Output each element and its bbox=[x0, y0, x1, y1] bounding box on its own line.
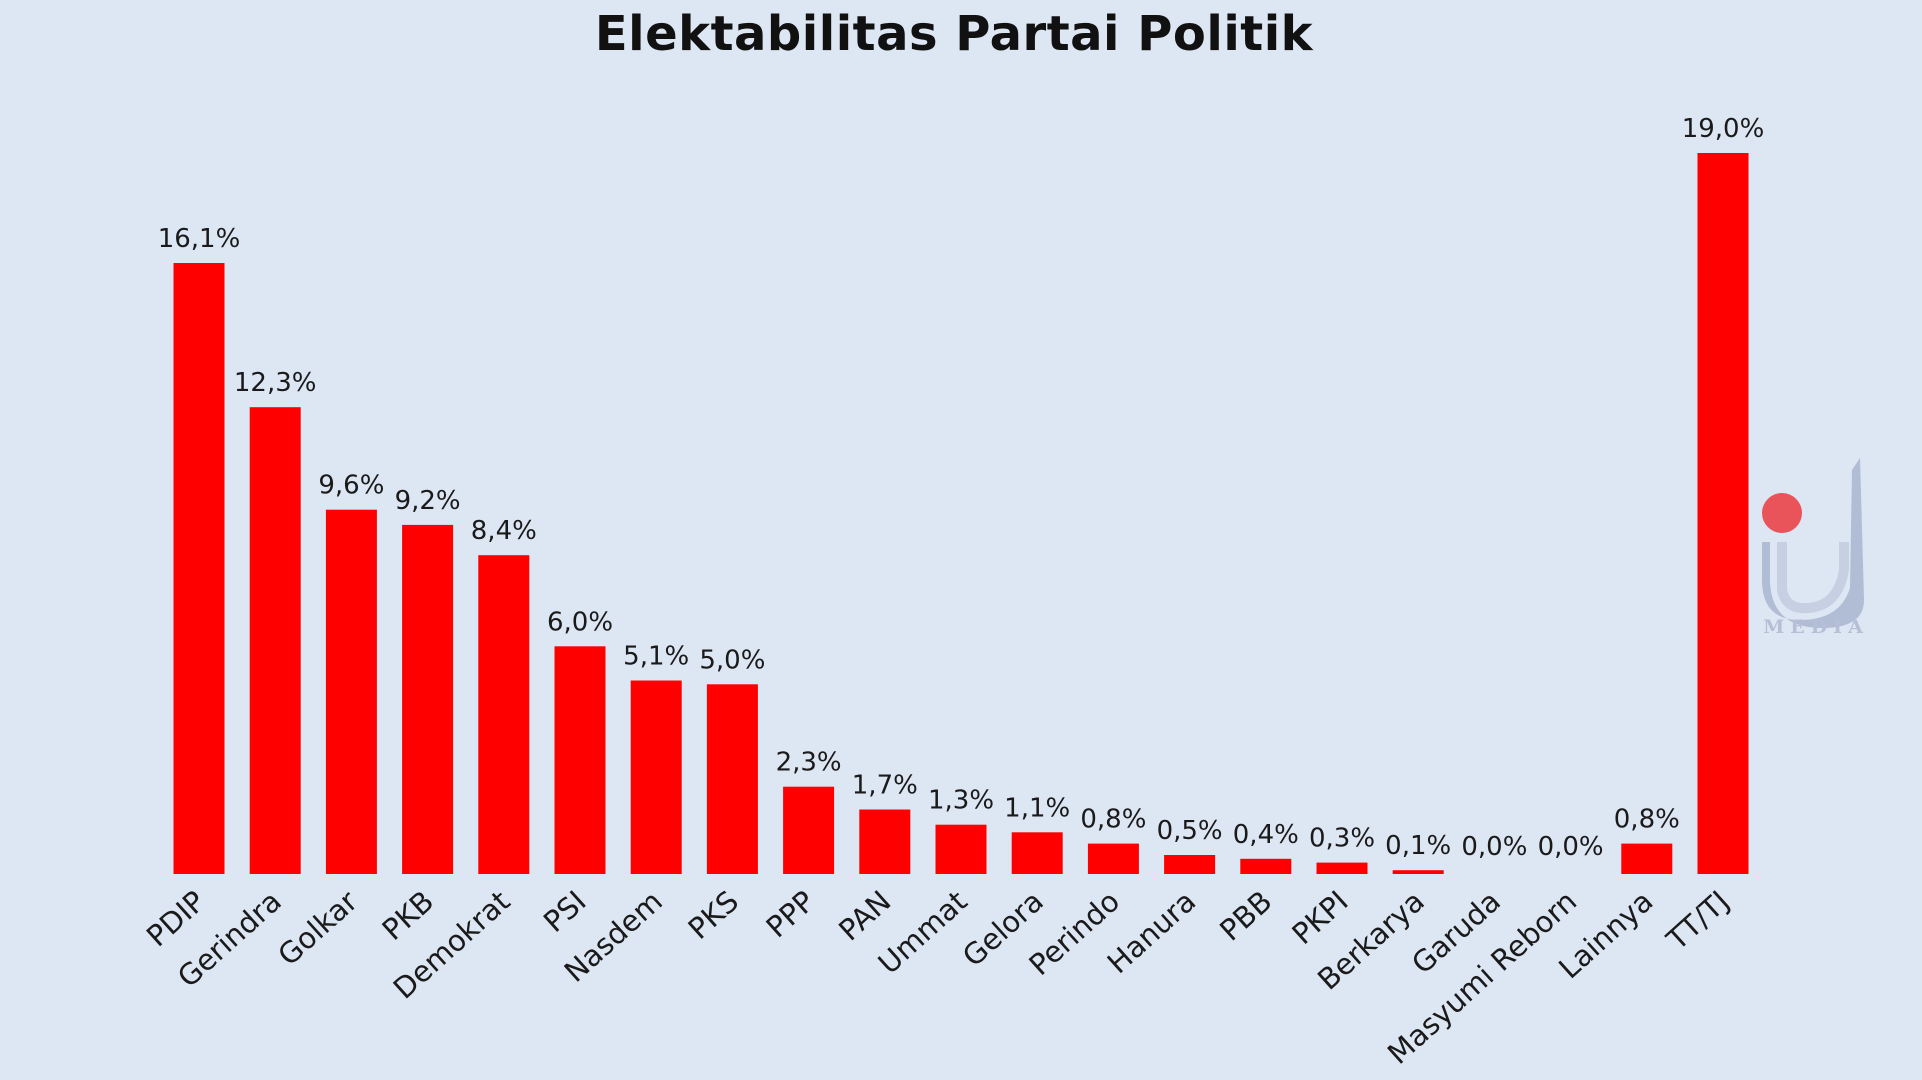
logo-inner-stroke bbox=[1777, 542, 1849, 614]
data-label: 9,6% bbox=[318, 471, 384, 501]
data-label: 2,3% bbox=[776, 748, 842, 778]
category-label: PKS bbox=[682, 884, 746, 946]
data-label: 0,3% bbox=[1309, 824, 1375, 854]
category-label: PSI bbox=[537, 884, 593, 939]
bar-pkb bbox=[402, 524, 454, 874]
category-label: TT/TJ bbox=[1659, 884, 1735, 957]
watermark-text: MEDIA bbox=[1763, 616, 1869, 638]
data-label: 1,7% bbox=[852, 771, 918, 801]
bar-pbb bbox=[1240, 858, 1292, 874]
category-label: PAN bbox=[832, 884, 897, 948]
bar-pdip bbox=[173, 263, 225, 874]
data-label: 16,1% bbox=[158, 224, 241, 254]
logo-shape bbox=[1762, 458, 1864, 628]
bar-tt-tj bbox=[1697, 153, 1749, 874]
data-label: 6,0% bbox=[547, 607, 613, 637]
data-label: 0,8% bbox=[1080, 805, 1146, 835]
data-label: 12,3% bbox=[234, 368, 317, 398]
bar-lainnya bbox=[1621, 843, 1673, 874]
data-label: 0,0% bbox=[1461, 832, 1527, 862]
data-label: 0,4% bbox=[1233, 820, 1299, 850]
chart-title: Elektabilitas Partai Politik bbox=[594, 6, 1314, 62]
bar-berkarya bbox=[1392, 870, 1444, 874]
data-label: 0,0% bbox=[1538, 832, 1604, 862]
bars-group bbox=[173, 153, 1749, 874]
bar-hanura bbox=[1164, 855, 1216, 874]
bar-perindo bbox=[1087, 843, 1139, 874]
bar-nasdem bbox=[630, 680, 682, 874]
data-label: 1,3% bbox=[928, 786, 994, 816]
bar-pkpi bbox=[1316, 862, 1368, 874]
bar-psi bbox=[554, 646, 606, 874]
category-label: PKB bbox=[376, 884, 441, 947]
bar-pan bbox=[859, 809, 911, 874]
bar-ppp bbox=[783, 786, 835, 874]
bar-gerindra bbox=[249, 407, 301, 874]
category-label: PBB bbox=[1213, 884, 1278, 948]
bar-golkar bbox=[325, 509, 377, 874]
category-label: Golkar bbox=[271, 884, 364, 972]
data-label: 19,0% bbox=[1682, 114, 1765, 144]
data-label: 0,5% bbox=[1157, 816, 1223, 846]
bar-demokrat bbox=[478, 555, 530, 874]
logo-dot bbox=[1762, 493, 1802, 533]
bar-pks bbox=[706, 684, 758, 874]
value-labels-group: 16,1% 12,3% 9,6% 9,2% 8,4% 6,0% 5,1% 5,0% 2,3% 1,… bbox=[158, 114, 1765, 862]
ij-media-logo-icon bbox=[1762, 458, 1864, 628]
bar-gelora bbox=[1011, 832, 1063, 874]
bar-ummat bbox=[935, 824, 987, 874]
data-label: 5,1% bbox=[623, 642, 689, 672]
data-label: 8,4% bbox=[471, 516, 537, 546]
data-label: 0,1% bbox=[1385, 831, 1451, 861]
data-label: 9,2% bbox=[395, 486, 461, 516]
category-label: PPP bbox=[760, 884, 822, 944]
data-label: 0,8% bbox=[1614, 805, 1680, 835]
data-label: 5,0% bbox=[699, 645, 765, 675]
data-label: 1,1% bbox=[1004, 793, 1070, 823]
